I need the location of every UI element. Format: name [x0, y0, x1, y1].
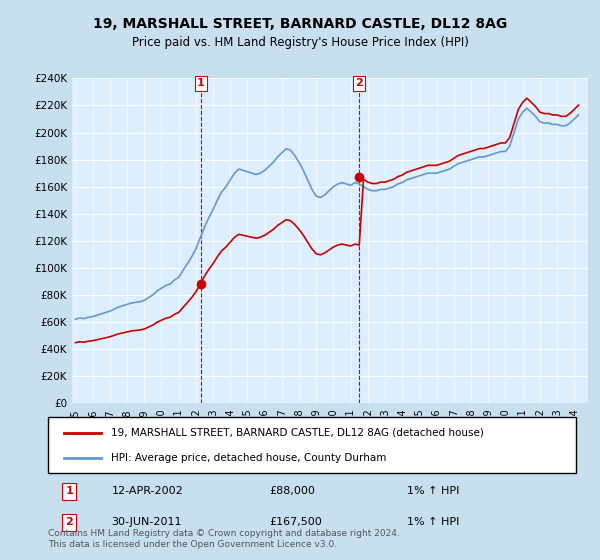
Text: HPI: Average price, detached house, County Durham: HPI: Average price, detached house, Coun…	[112, 452, 387, 463]
Text: 12-APR-2002: 12-APR-2002	[112, 487, 183, 496]
Text: 1: 1	[65, 487, 73, 496]
Text: £88,000: £88,000	[270, 487, 316, 496]
Text: 1% ↑ HPI: 1% ↑ HPI	[407, 487, 460, 496]
Text: 2: 2	[65, 517, 73, 527]
Text: 30-JUN-2011: 30-JUN-2011	[112, 517, 182, 527]
Text: Contains HM Land Registry data © Crown copyright and database right 2024.
This d: Contains HM Land Registry data © Crown c…	[48, 529, 400, 549]
FancyBboxPatch shape	[48, 417, 576, 473]
Text: Price paid vs. HM Land Registry's House Price Index (HPI): Price paid vs. HM Land Registry's House …	[131, 36, 469, 49]
Text: 2: 2	[355, 78, 363, 88]
Text: 1: 1	[197, 78, 205, 88]
Text: £167,500: £167,500	[270, 517, 323, 527]
Text: 1% ↑ HPI: 1% ↑ HPI	[407, 517, 460, 527]
Text: 19, MARSHALL STREET, BARNARD CASTLE, DL12 8AG (detached house): 19, MARSHALL STREET, BARNARD CASTLE, DL1…	[112, 428, 484, 438]
Text: 19, MARSHALL STREET, BARNARD CASTLE, DL12 8AG: 19, MARSHALL STREET, BARNARD CASTLE, DL1…	[93, 17, 507, 31]
